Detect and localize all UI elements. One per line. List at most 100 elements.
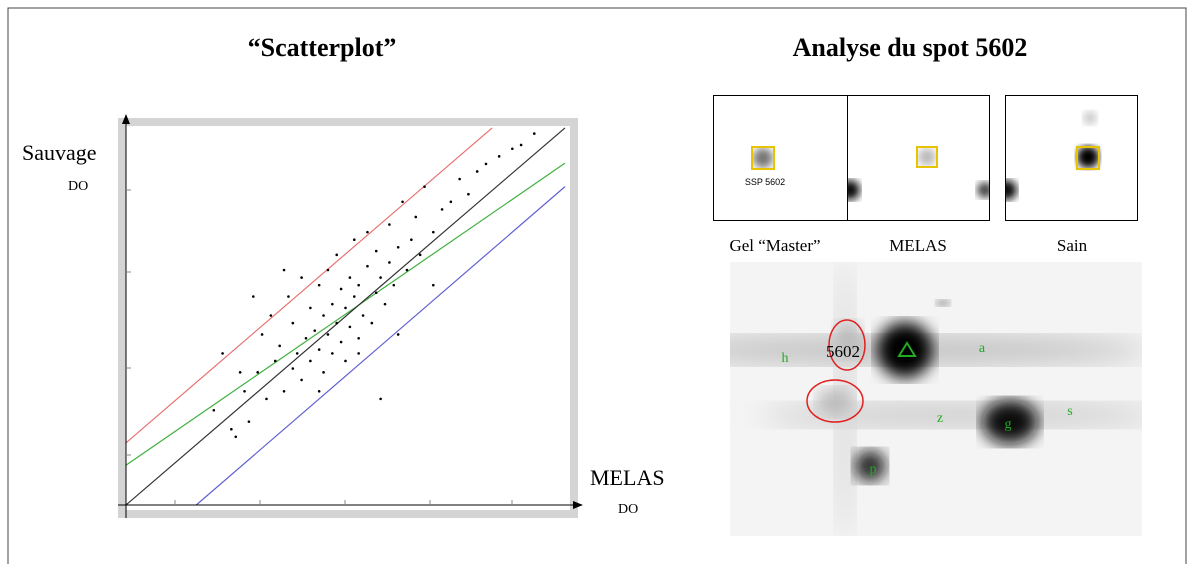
data-point: [265, 397, 268, 401]
data-point: [458, 177, 461, 181]
data-point: [366, 264, 369, 268]
data-point: [361, 314, 365, 317]
data-point: [357, 283, 360, 287]
data-point: [326, 333, 330, 336]
data-point: [379, 276, 382, 279]
data-point: [243, 390, 246, 393]
gel-caption: Sain: [1057, 236, 1088, 255]
data-point: [392, 283, 396, 287]
data-point: [374, 291, 378, 295]
data-point: [401, 200, 404, 204]
data-point: [309, 306, 312, 310]
data-point: [374, 249, 378, 253]
spot-letter: h: [782, 351, 789, 366]
data-point: [287, 295, 290, 298]
reference-line: [125, 127, 566, 506]
data-point: [317, 283, 321, 287]
spot-letter: z: [937, 411, 943, 426]
data-point: [304, 336, 308, 340]
data-point: [317, 390, 321, 393]
data-point: [511, 147, 514, 151]
data-point: [484, 162, 488, 166]
data-point: [339, 287, 343, 291]
data-point: [348, 325, 352, 329]
data-point: [497, 155, 501, 158]
data-point: [388, 261, 391, 264]
data-point: [335, 321, 339, 325]
data-point: [418, 253, 422, 257]
data-point: [234, 435, 238, 439]
data-point: [300, 378, 303, 382]
data-point: [212, 408, 216, 412]
data-point: [221, 352, 224, 355]
data-point: [291, 321, 295, 325]
panel-title: Analyse du spot 5602: [793, 33, 1028, 62]
y-axis-unit: DO: [68, 179, 88, 194]
data-point: [423, 185, 426, 188]
chart-title: “Scatterplot”: [248, 33, 397, 62]
slide-frame: [7, 7, 1187, 564]
x-axis-label: MELAS: [590, 465, 665, 490]
data-point: [396, 245, 400, 249]
plot: [125, 127, 566, 506]
data-point: [344, 359, 347, 363]
data-point: [238, 371, 242, 374]
data-point: [230, 427, 233, 431]
data-point: [309, 359, 312, 363]
axis-ticks: [126, 189, 513, 505]
data-point: [475, 170, 479, 173]
data-point: [467, 192, 470, 196]
data-point: [291, 367, 295, 370]
data-point: [532, 132, 536, 135]
data-point: [379, 397, 382, 401]
spot-letter: s: [1067, 404, 1072, 419]
data-point: [366, 230, 369, 234]
data-point: [388, 223, 391, 226]
data-point: [370, 321, 374, 325]
data-point: [247, 420, 251, 423]
gel-crop-melas: [847, 95, 990, 221]
reference-line: [195, 186, 566, 506]
data-point: [282, 390, 286, 393]
data-point: [260, 333, 264, 336]
spot-letter: p: [870, 462, 877, 477]
data-point: [440, 208, 444, 211]
data-point: [396, 333, 400, 336]
reference-line: [125, 162, 566, 466]
data-point: [331, 302, 334, 306]
x-axis-unit: DO: [618, 502, 638, 517]
data-point: [339, 340, 343, 344]
data-point: [519, 143, 523, 147]
gel-crop-sain: [1005, 95, 1138, 221]
spot-letter: a: [979, 341, 986, 356]
data-point: [326, 268, 330, 272]
plot-frame: [118, 118, 578, 518]
data-point: [317, 348, 321, 351]
data-point: [282, 268, 286, 272]
data-point: [269, 314, 273, 317]
spot-tag: SSP 5602: [745, 177, 785, 187]
gel-caption: MELAS: [889, 236, 947, 255]
spot-id: 5602: [826, 342, 860, 361]
data-point: [449, 200, 453, 204]
data-point: [344, 306, 347, 310]
data-point: [357, 336, 360, 340]
data-point: [256, 371, 260, 374]
data-point: [410, 238, 413, 241]
data-point: [322, 314, 325, 317]
data-point: [331, 352, 334, 355]
data-point: [335, 253, 339, 257]
data-point: [352, 295, 356, 298]
gel-caption: Gel “Master”: [729, 236, 820, 255]
gel-image: [730, 262, 1142, 536]
data-point: [414, 215, 418, 219]
data-point: [432, 283, 435, 287]
data-point: [348, 276, 352, 279]
data-point: [300, 276, 303, 279]
data-point: [383, 302, 387, 306]
data-point: [322, 371, 325, 374]
data-point: [405, 268, 409, 272]
reference-line: [125, 127, 493, 444]
